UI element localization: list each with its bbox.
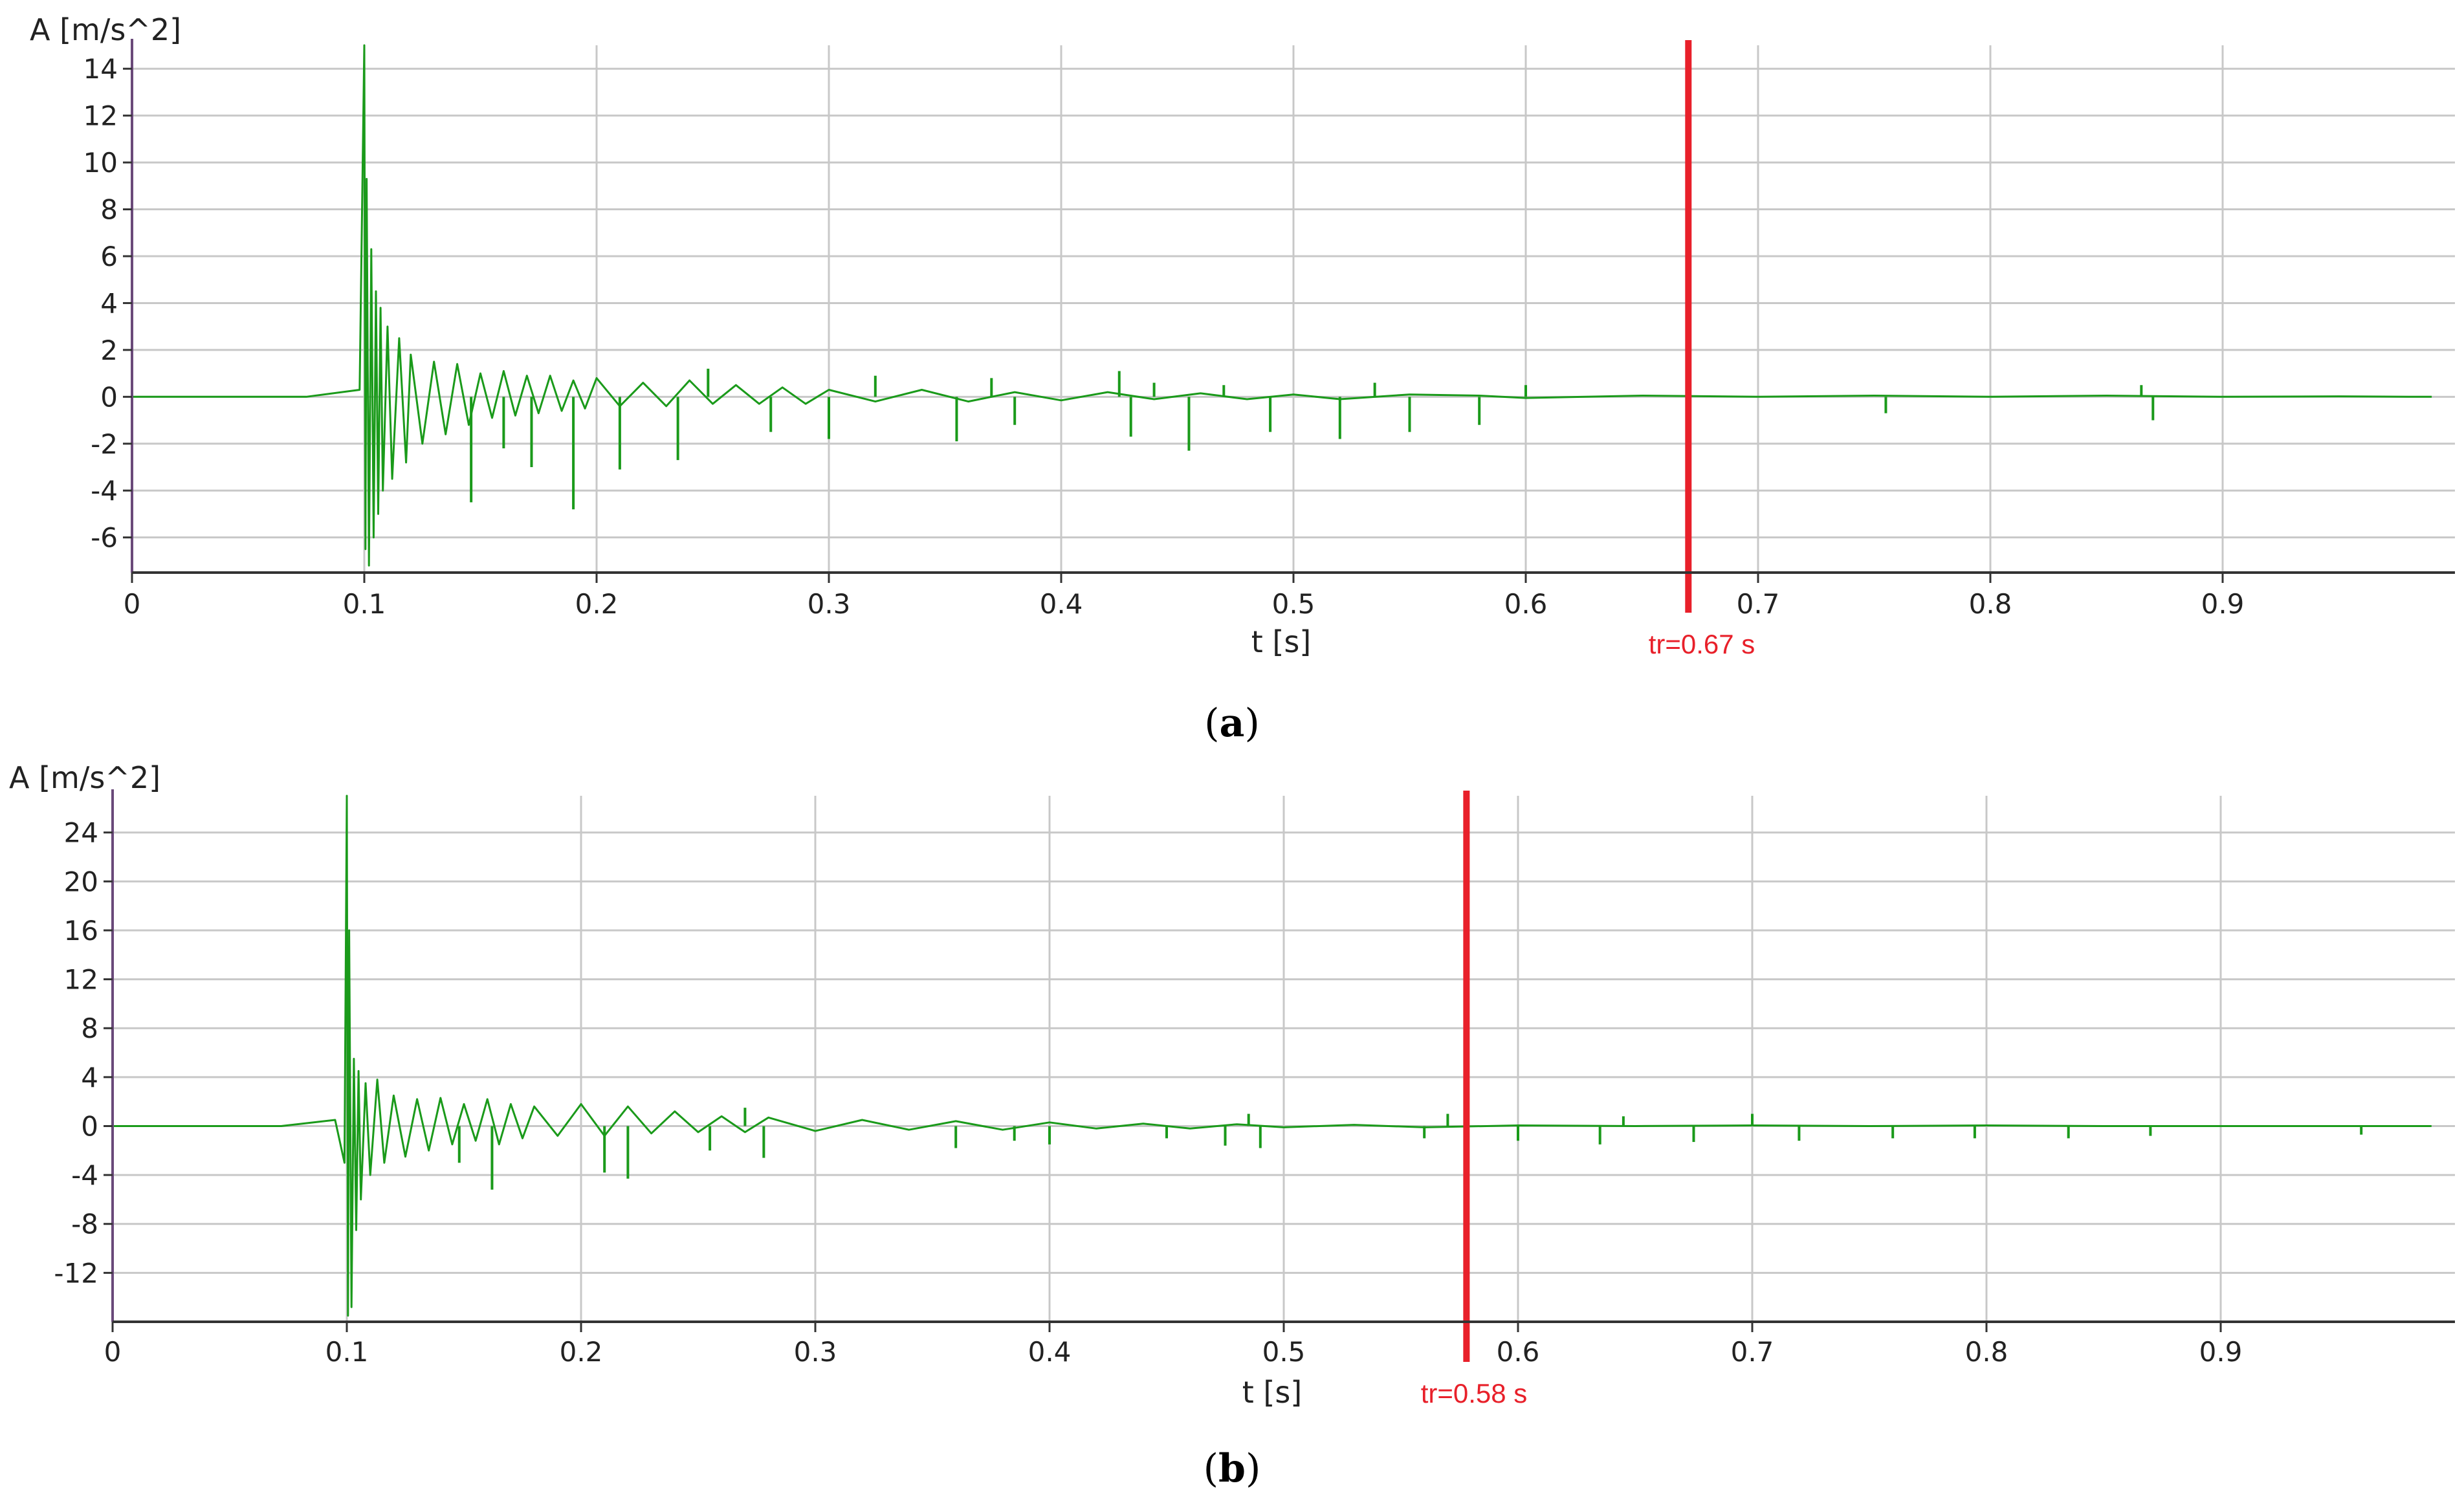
panel-caption-a: (a) — [1204, 701, 1260, 746]
series-line — [132, 44, 2432, 567]
series-layer — [113, 794, 2432, 1317]
y-tick-label: 6 — [100, 241, 118, 272]
y-tick-label: -8 — [71, 1209, 98, 1240]
x-tick-label: 0.9 — [2201, 588, 2245, 620]
marker-label: tr=0.58 s — [1421, 1378, 1528, 1408]
x-tick-labels: 0 0.1 0.2 0.3 0.4 0.5 0.6 0.7 0.8 0.9 — [104, 1322, 2243, 1368]
x-tick-label: 0.7 — [1731, 1336, 1774, 1368]
y-tick-label: 4 — [81, 1062, 98, 1093]
x-axis-label: t [s] — [1251, 624, 1312, 659]
caption-letter: a — [1220, 701, 1245, 746]
caption-letter: b — [1218, 1446, 1246, 1491]
caption-open-paren: ( — [1204, 1446, 1218, 1491]
y-axis-label: A [m/s^2] — [30, 12, 181, 47]
y-tick-label: 0 — [81, 1110, 98, 1142]
x-tick-label: 0.4 — [1040, 588, 1083, 620]
y-tick-label: -4 — [91, 475, 118, 507]
x-axis-label: t [s] — [1242, 1375, 1303, 1410]
y-tick-labels: 14 12 10 8 6 4 2 0 -2 -4 -6 — [83, 53, 132, 554]
x-tick-label: 0.2 — [575, 588, 619, 620]
y-tick-label: 24 — [64, 817, 98, 849]
y-axis-label: A [m/s^2] — [9, 760, 160, 795]
y-tick-label: 8 — [81, 1013, 98, 1044]
y-tick-label: 0 — [100, 381, 118, 413]
series-layer — [132, 44, 2432, 567]
x-tick-label: 0 — [124, 588, 141, 620]
x-tick-labels: 0 0.1 0.2 0.3 0.4 0.5 0.6 0.7 0.8 0.9 — [124, 573, 2245, 620]
chart-panel-a: A [m/s^2] 14 12 10 8 6 4 2 0 -2 -4 -6 0 0.1 0.2 0.3 0.… — [30, 12, 2455, 746]
marker-label: tr=0.67 s — [1649, 629, 1755, 659]
series-line — [113, 794, 2432, 1317]
x-tick-label: 0.6 — [1497, 1336, 1540, 1368]
y-tick-label: 12 — [64, 964, 98, 996]
x-tick-label: 0.1 — [325, 1336, 369, 1368]
x-tick-label: 0.3 — [794, 1336, 837, 1368]
x-tick-label: 0.5 — [1272, 588, 1315, 620]
caption-open-paren: ( — [1204, 701, 1219, 746]
y-tick-label: 10 — [83, 147, 118, 179]
y-tick-label: 20 — [64, 866, 98, 897]
x-tick-label: 0.5 — [1262, 1336, 1306, 1368]
y-tick-label: -12 — [54, 1257, 98, 1289]
y-tick-label: 12 — [83, 100, 118, 132]
panel-caption-b: (b) — [1204, 1446, 1261, 1491]
x-tick-label: 0.4 — [1028, 1336, 1072, 1368]
y-tick-label: 8 — [100, 194, 118, 226]
x-tick-label: 0.3 — [808, 588, 851, 620]
gridlines — [132, 45, 2455, 573]
x-tick-label: 0 — [104, 1336, 122, 1368]
x-tick-label: 0.6 — [1504, 588, 1548, 620]
y-tick-label: -6 — [91, 522, 118, 554]
y-tick-labels: 24 20 16 12 8 4 0 -4 -8 -12 — [54, 817, 113, 1289]
y-tick-label: 2 — [100, 334, 118, 366]
x-tick-label: 0.8 — [1969, 588, 2012, 620]
caption-close-paren: ) — [1246, 1446, 1260, 1491]
y-tick-label: 4 — [100, 287, 118, 319]
x-tick-label: 0.7 — [1737, 588, 1780, 620]
y-tick-label: 16 — [64, 915, 98, 947]
caption-close-paren: ) — [1244, 701, 1259, 746]
x-tick-label: 0.8 — [1965, 1336, 2008, 1368]
y-tick-label: -2 — [91, 428, 118, 460]
x-tick-label: 0.1 — [343, 588, 386, 620]
x-tick-label: 0.2 — [560, 1336, 603, 1368]
gridlines — [113, 796, 2455, 1322]
y-tick-label: 14 — [83, 53, 118, 85]
y-tick-label: -4 — [71, 1159, 98, 1191]
x-tick-label: 0.9 — [2199, 1336, 2243, 1368]
